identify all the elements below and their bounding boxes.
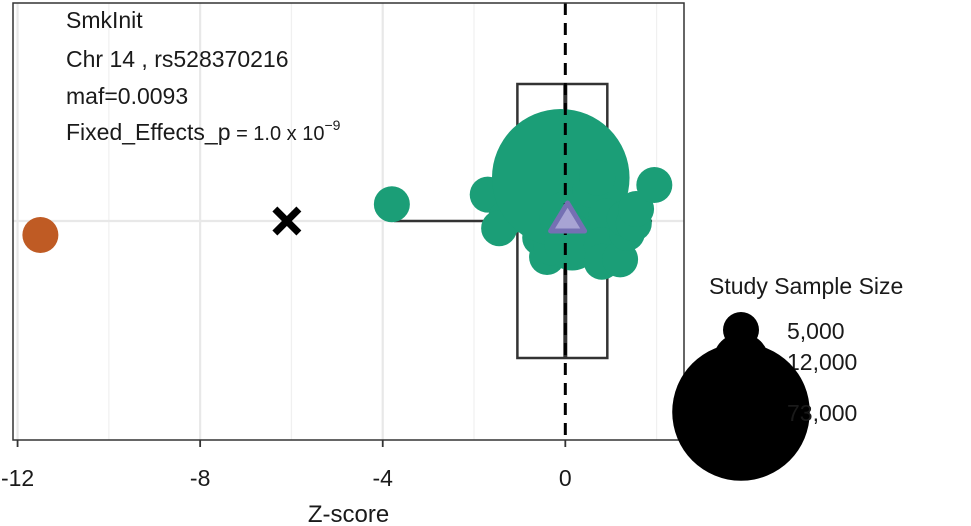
plot-panel-border — [12, 2, 685, 441]
outlier-point — [22, 217, 59, 253]
cross-marker — [272, 206, 302, 236]
annotation-pvalue-exponent: −9 — [324, 117, 340, 133]
legend-label: 73,000 — [787, 400, 857, 426]
x-tick-label: -4 — [373, 465, 394, 491]
summary-markers — [272, 3, 588, 440]
legend-title: Study Sample Size — [709, 273, 903, 299]
x-axis: -12 -8 -4 0 — [1, 440, 572, 491]
annotation-trait: SmkInit — [66, 7, 143, 33]
annotation-variant: Chr 14 , rs528370216 — [66, 46, 289, 72]
study-point — [579, 159, 616, 196]
x-tick-label: -8 — [190, 465, 210, 491]
annotation-pvalue: Fixed_Effects_p = 1.0 x 10−9 — [66, 117, 341, 145]
legend-label: 12,000 — [787, 349, 857, 375]
x-tick-label: 0 — [559, 465, 572, 491]
annotation-pvalue-value: = 1.0 x 10 — [231, 123, 325, 145]
legend: Study Sample Size 5,000 12,000 73,000 — [672, 273, 903, 481]
annotation-maf: maf=0.0093 — [66, 83, 188, 109]
annotation-block: SmkInit Chr 14 , rs528370216 maf=0.0093 … — [66, 7, 341, 145]
study-point — [373, 186, 410, 223]
study-point — [636, 167, 673, 203]
legend-label: 5,000 — [787, 318, 845, 344]
triangle-marker — [548, 200, 588, 234]
x-tick-label: -12 — [1, 465, 34, 491]
x-axis-label: Z-score — [308, 501, 389, 526]
annotation-pvalue-label: Fixed_Effects_p — [66, 119, 231, 145]
legend-key — [672, 343, 810, 481]
